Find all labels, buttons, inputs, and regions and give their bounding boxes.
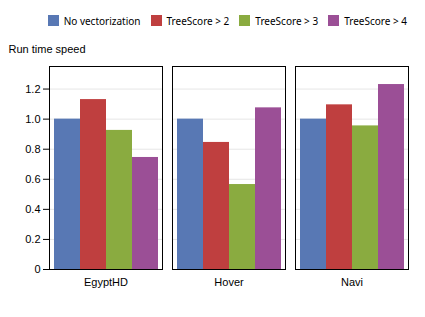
svg-text:Hover: Hover bbox=[214, 276, 244, 288]
svg-text:0.4: 0.4 bbox=[25, 203, 40, 215]
html-text:TreeScore > 2: TreeScore > 2 bbox=[166, 13, 230, 28]
svg-text:1.0: 1.0 bbox=[25, 113, 40, 125]
html-text:TreeScore > 3: TreeScore > 3 bbox=[255, 13, 319, 28]
html-text:TreeScore > 4: TreeScore > 4 bbox=[344, 13, 407, 28]
svg-text:0.6: 0.6 bbox=[25, 173, 40, 185]
svg-text:Navi: Navi bbox=[341, 276, 363, 288]
svg-text:EgyptHD: EgyptHD bbox=[84, 276, 128, 288]
svg-text:0.2: 0.2 bbox=[25, 233, 40, 245]
svg-text:1.2: 1.2 bbox=[25, 83, 40, 95]
html-text:No vectorization: No vectorization bbox=[63, 13, 141, 28]
svg-text:0: 0 bbox=[34, 263, 40, 275]
svg-text:Run time speed: Run time speed bbox=[9, 43, 86, 55]
svg-text:0.8: 0.8 bbox=[25, 143, 40, 155]
